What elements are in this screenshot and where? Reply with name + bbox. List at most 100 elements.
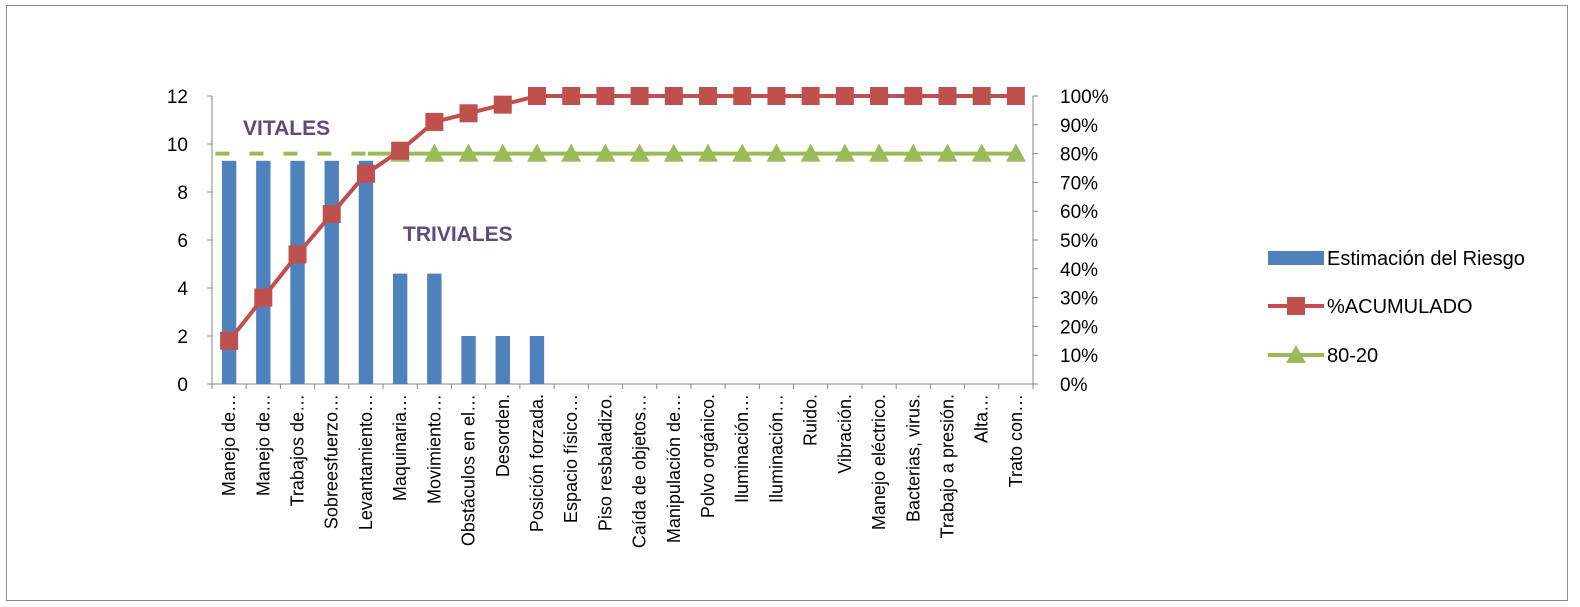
annotation-vitales: VITALES <box>243 117 330 140</box>
acumulado-point <box>1006 87 1025 105</box>
x-category-label: Manejo eléctrico. <box>869 394 889 530</box>
x-category-label: Trabajos de… <box>288 394 308 506</box>
bar <box>392 273 408 384</box>
legend-label-bars: Estimación del Riesgo <box>1327 248 1525 270</box>
line-series <box>215 87 1026 350</box>
x-category-label: Bacterias, virus. <box>903 394 923 522</box>
axes <box>207 95 1038 389</box>
x-category-label: Espacio físico… <box>561 394 581 523</box>
legend-swatch-bars <box>1268 251 1324 265</box>
x-category-label: Piso resbaladizo. <box>595 394 615 531</box>
8020-point <box>629 143 650 162</box>
x-category-label: Maquinaria… <box>390 394 410 501</box>
legend-label-8020: 80-20 <box>1327 345 1378 367</box>
acumulado-line <box>227 94 1016 343</box>
x-category-label: Manejo de… <box>219 394 239 496</box>
x-category-label: Manipulación de… <box>664 394 684 543</box>
8020-point <box>458 143 479 162</box>
y-right-tick-label: 30% <box>1060 289 1098 310</box>
acumulado-point <box>972 87 991 105</box>
x-category-label: Sobreesfuerzo… <box>322 394 342 529</box>
y-left-tick-label: 12 <box>167 87 188 108</box>
x-category-label: Iluminación… <box>732 394 752 503</box>
x-category-label: Obstáculos en el… <box>459 394 479 546</box>
legend-item-acumulado: %ACUMULADO <box>1268 296 1473 318</box>
bar <box>529 336 545 384</box>
acumulado-point <box>391 141 410 160</box>
acumulado-point <box>870 87 889 105</box>
acumulado-point <box>493 95 512 114</box>
acumulado-point <box>699 87 718 105</box>
8020-point <box>561 143 582 162</box>
x-category-label: Iluminación… <box>766 394 786 503</box>
y-right-tick-label: 40% <box>1060 260 1098 281</box>
y-right-tick-label: 10% <box>1060 346 1098 367</box>
8020-point <box>526 143 547 162</box>
y-left-tick-label: 10 <box>167 135 188 156</box>
legend-marker-acumulado <box>1287 297 1305 315</box>
acumulado-point <box>356 164 375 183</box>
bar <box>427 273 442 384</box>
bar <box>358 160 374 384</box>
acumulado-point <box>904 87 923 105</box>
x-category-label: Manejo de… <box>253 394 273 496</box>
8020-point <box>937 143 958 162</box>
acumulado-point <box>322 205 341 224</box>
y-right-tick-label: 20% <box>1060 317 1098 338</box>
acumulado-point <box>254 288 273 307</box>
8020-point <box>834 143 855 162</box>
8020-point <box>800 143 821 162</box>
8020-point <box>1005 143 1026 162</box>
x-category-label: Ruido. <box>801 394 821 446</box>
y-right-tick-label: 100% <box>1060 87 1109 108</box>
acumulado-point <box>767 87 786 105</box>
y-left-tick-label: 4 <box>177 279 188 300</box>
8020-point <box>424 143 445 162</box>
bar <box>256 160 271 384</box>
bar <box>290 160 305 384</box>
annotation-triviales: TRIVIALES <box>403 223 513 246</box>
y-left-tick-label: 0 <box>177 375 188 396</box>
8020-point <box>869 143 890 162</box>
y-right-tick-label: 0% <box>1060 375 1088 396</box>
x-category-label: Alta… <box>972 394 992 443</box>
8020-point <box>732 143 753 162</box>
legend-item-bars: Estimación del Riesgo <box>1268 248 1525 270</box>
acumulado-point <box>801 87 820 105</box>
legend-label-acumulado: %ACUMULADO <box>1327 296 1473 318</box>
8020-point <box>698 143 719 162</box>
acumulado-point <box>425 112 444 131</box>
x-category-label: Polvo orgánico. <box>698 394 718 518</box>
bar <box>221 160 237 384</box>
acumulado-point <box>527 87 546 105</box>
8020-point <box>663 143 684 162</box>
legend-marker-8020 <box>1286 345 1306 363</box>
acumulado-point <box>596 87 615 105</box>
acumulado-point <box>664 87 683 105</box>
bar <box>324 160 339 384</box>
x-category-label: Vibración. <box>835 394 855 474</box>
y-right-tick-label: 50% <box>1060 231 1098 252</box>
legend: Estimación del Riesgo %ACUMULADO 80-20 <box>1268 248 1525 367</box>
acumulado-point <box>630 87 649 105</box>
x-category-label: Levantamiento… <box>356 394 376 530</box>
acumulado-point <box>733 87 752 105</box>
x-category-label: Caída de objetos… <box>630 394 650 548</box>
axis-labels: 0 2 4 6 8 10 12 0% 10% 20% 30% 40% 50% 60% 70% 80% 90% 10… <box>167 87 1109 548</box>
x-category-label: Desorden. <box>493 394 513 477</box>
8020-point <box>595 143 616 162</box>
x-category-label: Trabajo a presión. <box>937 394 957 538</box>
acumulado-point <box>938 87 957 105</box>
y-left-tick-label: 6 <box>177 231 188 252</box>
bar <box>461 336 476 384</box>
8020-point <box>971 143 992 162</box>
acumulado-point <box>459 104 478 123</box>
x-category-label: Trato con… <box>1006 394 1026 487</box>
x-category-label: Movimiento… <box>424 394 444 504</box>
acumulado-point <box>220 331 239 350</box>
bar <box>495 336 510 384</box>
y-right-tick-label: 90% <box>1060 116 1098 137</box>
y-left-tick-label: 2 <box>177 327 188 348</box>
acumulado-point <box>562 87 581 105</box>
